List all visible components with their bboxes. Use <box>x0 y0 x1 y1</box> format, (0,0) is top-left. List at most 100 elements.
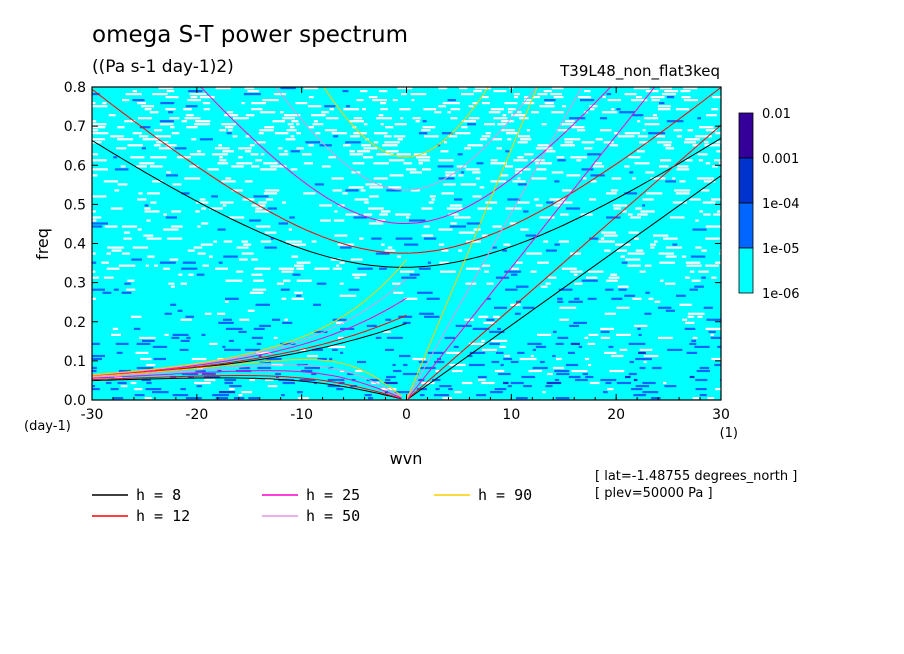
field-patch <box>421 234 434 237</box>
field-patch <box>225 297 239 300</box>
field-patch <box>624 192 638 195</box>
field-patch <box>645 291 650 294</box>
field-patch <box>285 138 296 141</box>
field-patch <box>455 324 472 327</box>
field-patch <box>583 177 587 180</box>
field-patch <box>92 261 97 264</box>
field-patch <box>606 279 618 282</box>
field-patch <box>474 87 492 90</box>
field-patch <box>637 120 641 123</box>
field-patch <box>454 391 462 394</box>
field-patch <box>92 138 106 141</box>
field-patch <box>644 264 652 267</box>
field-patch <box>199 138 213 141</box>
field-patch <box>359 90 368 93</box>
field-patch <box>342 90 349 93</box>
field-patch <box>507 111 513 114</box>
field-patch <box>575 378 588 382</box>
field-patch <box>258 354 262 358</box>
field-patch <box>219 156 223 159</box>
field-patch <box>485 201 498 204</box>
field-patch <box>397 255 402 258</box>
field-patch <box>334 234 348 237</box>
field-patch <box>438 159 454 162</box>
field-patch <box>196 273 205 276</box>
field-patch <box>571 369 588 373</box>
field-patch <box>558 288 573 291</box>
field-patch <box>139 135 149 138</box>
field-patch <box>258 132 264 135</box>
field-patch <box>371 237 382 240</box>
field-patch <box>711 108 719 111</box>
field-patch <box>218 321 234 324</box>
field-patch <box>431 198 436 201</box>
x-tick-label: -10 <box>290 407 313 423</box>
field-patch <box>628 156 641 159</box>
field-patch <box>280 111 284 114</box>
field-patch <box>385 318 392 321</box>
field-patch <box>428 201 434 204</box>
field-patch <box>92 219 97 222</box>
field-patch <box>531 177 547 180</box>
legend: h = 8 h = 12 h = 25 h = 50 h = 90 <box>92 486 532 525</box>
field-patch <box>397 87 413 90</box>
rossby-curve <box>92 377 402 400</box>
field-patch <box>266 357 282 361</box>
field-patch <box>300 348 306 351</box>
field-patch <box>593 162 602 165</box>
field-patch <box>473 228 481 231</box>
field-patch <box>662 93 676 96</box>
field-patch <box>660 279 664 282</box>
field-patch <box>481 234 488 237</box>
field-patch <box>274 132 289 135</box>
field-patch <box>339 261 345 264</box>
field-patch <box>233 117 249 120</box>
field-patch <box>450 204 462 207</box>
field-patch <box>384 249 396 252</box>
field-patch <box>222 204 227 207</box>
field-patch <box>229 388 235 391</box>
field-patch <box>713 213 721 216</box>
field-patch <box>441 132 454 135</box>
field-patch <box>365 183 382 186</box>
field-patch <box>366 378 380 382</box>
field-patch <box>683 99 698 102</box>
field-patch <box>202 264 209 267</box>
field-patch <box>418 159 430 162</box>
field-patch <box>280 288 290 291</box>
field-patch <box>625 258 641 261</box>
field-patch <box>221 123 236 126</box>
field-patch <box>324 129 337 132</box>
field-patch <box>472 102 478 105</box>
field-patch <box>291 297 305 300</box>
field-patch <box>385 378 391 382</box>
field-patch <box>601 231 617 234</box>
field-patch <box>503 243 511 246</box>
field-patch <box>698 159 704 162</box>
field-patch <box>251 336 263 339</box>
field-patch <box>215 267 228 270</box>
field-patch <box>624 165 630 168</box>
field-patch <box>639 366 646 370</box>
field-patch <box>92 357 102 361</box>
field-patch <box>608 345 614 348</box>
field-patch <box>547 372 553 376</box>
field-patch <box>419 394 425 397</box>
field-patch <box>697 315 703 318</box>
field-patch <box>513 93 520 96</box>
field-patch <box>218 261 223 264</box>
field-patch <box>560 144 575 147</box>
field-patch <box>208 255 213 258</box>
field-patch <box>349 150 355 153</box>
field-patch <box>222 150 234 153</box>
field-patch <box>215 87 231 90</box>
field-patch <box>154 129 163 132</box>
x-axis-unit: (1) <box>720 426 738 441</box>
field-patch <box>642 381 656 385</box>
field-patch <box>92 369 97 373</box>
field-patch <box>360 189 366 192</box>
field-patch <box>317 357 327 361</box>
field-patch <box>604 312 616 315</box>
field-patch <box>283 114 301 117</box>
field-patch <box>332 267 342 270</box>
